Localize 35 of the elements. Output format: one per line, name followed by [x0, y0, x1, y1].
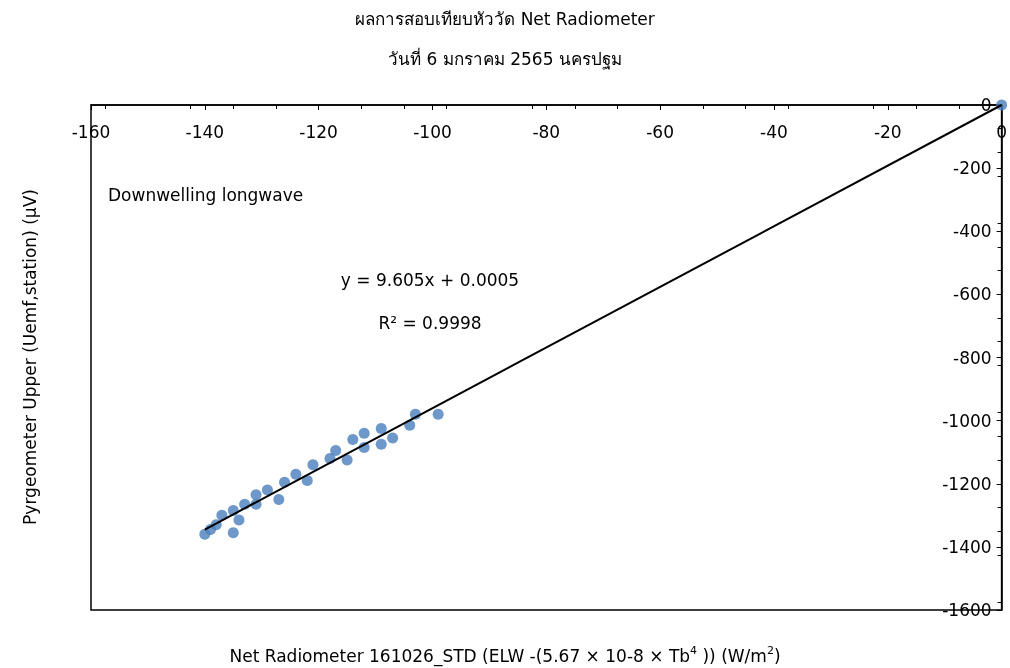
x-tick-label: -40 — [760, 121, 788, 142]
y-tick-label: -1400 — [942, 536, 992, 557]
y-tick-label: -1200 — [942, 473, 992, 494]
x-tick-label: -120 — [299, 121, 338, 142]
y-tick-label: -200 — [953, 158, 992, 179]
point — [307, 459, 319, 471]
y-axis-title: Pyrgeometer Upper (Uemf,station) (µV) — [20, 189, 40, 525]
point — [233, 514, 245, 526]
point — [290, 468, 302, 480]
point — [330, 445, 342, 457]
x-tick-label: -100 — [413, 121, 452, 142]
annotation: R² = 0.9998 — [378, 313, 482, 333]
chart-subtitle: วันที่ 6 มกราคม 2565 นครปฐม — [388, 46, 622, 70]
point — [227, 527, 239, 539]
point — [387, 432, 399, 444]
point — [261, 484, 273, 496]
y-tick-label: -800 — [953, 347, 992, 368]
annotation: y = 9.605x + 0.0005 — [340, 270, 520, 290]
x-tick-label: -20 — [873, 121, 902, 142]
point — [375, 438, 387, 450]
y-tick-label: -400 — [953, 221, 992, 242]
point — [432, 408, 444, 420]
chart-title: ผลการสอบเทียบหัววัด Net Radiometer — [355, 8, 655, 29]
x-tick-label: -60 — [646, 121, 675, 142]
x-tick-label: -80 — [532, 121, 561, 142]
x-tick-label: -140 — [185, 121, 225, 142]
y-tick-label: -1000 — [942, 410, 992, 431]
point — [273, 494, 285, 506]
point — [301, 475, 313, 487]
annotation: Downwelling longwave — [108, 185, 304, 205]
point — [347, 434, 359, 446]
point — [375, 423, 387, 435]
point — [341, 454, 353, 466]
y-tick-label: -600 — [953, 284, 992, 305]
point — [358, 427, 370, 439]
